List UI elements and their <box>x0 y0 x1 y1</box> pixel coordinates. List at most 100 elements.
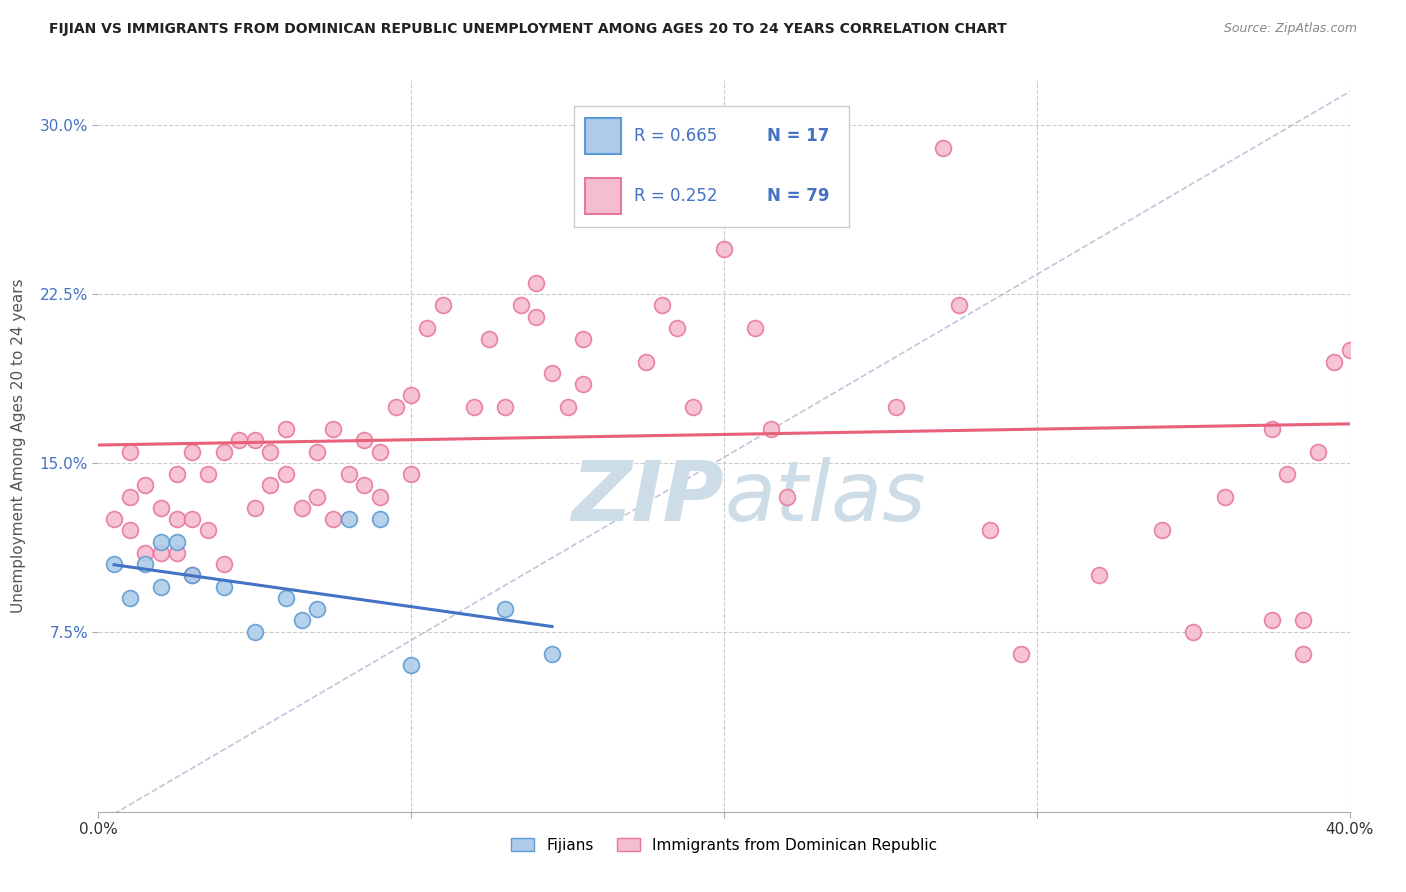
Point <box>1260 614 1282 628</box>
Point <box>368 444 391 458</box>
Text: atlas: atlas <box>724 457 925 538</box>
Point <box>494 400 516 414</box>
Point <box>1182 624 1205 639</box>
Point <box>557 400 579 414</box>
Point <box>384 400 406 414</box>
Point <box>166 546 188 560</box>
Point <box>463 400 485 414</box>
Point <box>243 500 266 515</box>
Point <box>432 298 454 312</box>
Point <box>1323 354 1346 368</box>
Point <box>134 546 156 560</box>
Point <box>682 400 704 414</box>
Point <box>666 321 689 335</box>
Point <box>166 512 188 526</box>
Point <box>243 434 266 448</box>
Point <box>353 478 375 492</box>
Point <box>181 512 204 526</box>
Point <box>619 197 641 211</box>
Point <box>118 444 141 458</box>
Text: ZIP: ZIP <box>571 457 724 538</box>
Point <box>197 467 219 482</box>
Point <box>1292 647 1315 661</box>
Point <box>948 298 970 312</box>
Point <box>1339 343 1361 358</box>
Point <box>401 388 423 402</box>
Point <box>634 354 657 368</box>
Text: Source: ZipAtlas.com: Source: ZipAtlas.com <box>1223 22 1357 36</box>
Point <box>1260 422 1282 436</box>
Point <box>150 580 173 594</box>
Point <box>150 546 173 560</box>
Point <box>588 152 610 166</box>
Point <box>776 490 799 504</box>
Point <box>526 310 548 324</box>
Point <box>307 490 329 504</box>
Point <box>572 377 595 392</box>
Point <box>541 647 564 661</box>
Point <box>713 242 735 256</box>
Point <box>150 534 173 549</box>
Point <box>337 512 360 526</box>
Point <box>103 512 125 526</box>
Legend: Fijians, Immigrants from Dominican Republic: Fijians, Immigrants from Dominican Repub… <box>505 831 943 859</box>
Point <box>509 298 531 312</box>
Point <box>494 602 516 616</box>
Point <box>181 444 204 458</box>
Point <box>259 478 281 492</box>
Point <box>197 524 219 538</box>
Point <box>572 332 595 346</box>
Y-axis label: Unemployment Among Ages 20 to 24 years: Unemployment Among Ages 20 to 24 years <box>11 278 25 614</box>
Point <box>368 490 391 504</box>
Point <box>541 366 564 380</box>
Point <box>337 467 360 482</box>
Point <box>1152 524 1174 538</box>
Point <box>212 580 235 594</box>
Point <box>322 422 344 436</box>
Point <box>979 524 1001 538</box>
Point <box>307 602 329 616</box>
Point <box>792 175 814 189</box>
Point <box>1010 647 1032 661</box>
Point <box>401 658 423 673</box>
Point <box>259 444 281 458</box>
Text: FIJIAN VS IMMIGRANTS FROM DOMINICAN REPUBLIC UNEMPLOYMENT AMONG AGES 20 TO 24 YE: FIJIAN VS IMMIGRANTS FROM DOMINICAN REPU… <box>49 22 1007 37</box>
Point <box>181 568 204 582</box>
Point <box>307 444 329 458</box>
Point <box>759 422 782 436</box>
Point <box>118 591 141 605</box>
Point <box>291 500 314 515</box>
Point <box>181 568 204 582</box>
Point <box>103 557 125 571</box>
Point <box>166 467 188 482</box>
Point <box>274 422 298 436</box>
Point <box>1213 490 1236 504</box>
Point <box>291 614 314 628</box>
Point <box>932 141 955 155</box>
Point <box>368 512 391 526</box>
Point <box>416 321 439 335</box>
Point <box>274 591 298 605</box>
Point <box>603 186 626 200</box>
Point <box>1088 568 1111 582</box>
Point <box>1292 614 1315 628</box>
Point <box>212 557 235 571</box>
Point <box>243 624 266 639</box>
Point <box>212 444 235 458</box>
Point <box>744 321 766 335</box>
Point <box>228 434 250 448</box>
Point <box>134 557 156 571</box>
Point <box>884 400 907 414</box>
Point <box>353 434 375 448</box>
Point <box>478 332 501 346</box>
Point <box>118 490 141 504</box>
Point <box>118 524 141 538</box>
Point <box>1308 444 1330 458</box>
Point <box>150 500 173 515</box>
Point <box>526 276 548 290</box>
Point <box>274 467 298 482</box>
Point <box>134 478 156 492</box>
Point <box>650 298 672 312</box>
Point <box>166 534 188 549</box>
Point <box>322 512 344 526</box>
